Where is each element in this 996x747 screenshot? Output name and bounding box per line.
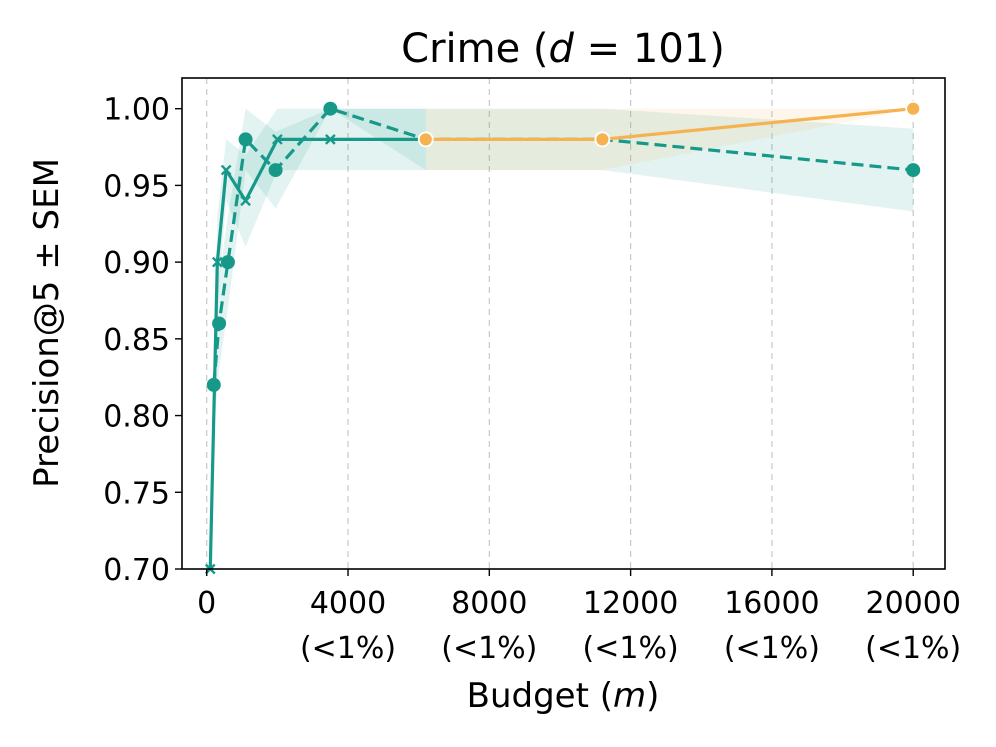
data-point bbox=[272, 134, 283, 145]
data-point bbox=[212, 316, 227, 331]
x-tick-label: 16000 bbox=[724, 586, 819, 621]
y-axis-label: Precision@5 ± SEM bbox=[27, 158, 67, 488]
x-tick-sublabel: (<1%) bbox=[300, 631, 396, 666]
x-tick-sublabel: (<1%) bbox=[441, 631, 537, 666]
sem-band bbox=[210, 108, 426, 569]
x-tick-label: 0 bbox=[197, 586, 216, 621]
chart-title: Crime (d = 101) bbox=[401, 26, 725, 72]
x-tick-sublabel: (<1%) bbox=[583, 631, 679, 666]
x-tick-sublabel: (<1%) bbox=[865, 631, 961, 666]
data-point bbox=[268, 163, 283, 178]
data-point bbox=[323, 101, 338, 116]
data-point bbox=[905, 100, 922, 117]
y-tick-label: 0.75 bbox=[103, 476, 170, 511]
y-tick-label: 0.70 bbox=[103, 553, 170, 588]
data-point bbox=[325, 134, 336, 145]
y-tick-label: 0.95 bbox=[103, 169, 170, 204]
data-point bbox=[594, 131, 611, 148]
y-tick-label: 0.80 bbox=[103, 400, 170, 435]
y-tick-label: 1.00 bbox=[103, 93, 170, 128]
data-point bbox=[240, 195, 251, 207]
x-tick-label: 8000 bbox=[451, 586, 527, 621]
x-tick-sublabel: (<1%) bbox=[724, 631, 820, 666]
y-tick-label: 0.85 bbox=[103, 323, 170, 358]
x-axis-label: Budget (m) bbox=[467, 676, 660, 716]
data-point bbox=[220, 255, 235, 270]
data-point bbox=[238, 132, 253, 147]
data-point bbox=[417, 131, 434, 148]
data-point bbox=[220, 164, 232, 176]
data-point bbox=[206, 377, 221, 392]
x-axis-ticks: 0 4000 (<1%) 8000 (<1%) 12000 (<1%) 16000 (<1%) 2… bbox=[197, 569, 961, 666]
plot-frame bbox=[181, 77, 946, 570]
data-point bbox=[211, 256, 223, 268]
sem-band bbox=[425, 108, 914, 171]
y-tick-label: 0.90 bbox=[103, 246, 170, 281]
x-tick-label: 4000 bbox=[310, 586, 386, 621]
data-point bbox=[906, 163, 921, 178]
x-tick-label: 20000 bbox=[865, 586, 960, 621]
series-markers bbox=[204, 100, 922, 575]
grid-lines bbox=[206, 78, 914, 569]
x-tick-label: 12000 bbox=[583, 586, 678, 621]
y-axis-ticks: 0.70 0.75 0.80 0.85 0.90 0.95 1.00 bbox=[103, 93, 182, 588]
